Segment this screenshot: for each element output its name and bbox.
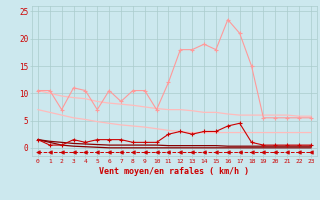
X-axis label: Vent moyen/en rafales ( km/h ): Vent moyen/en rafales ( km/h ) [100,167,249,176]
